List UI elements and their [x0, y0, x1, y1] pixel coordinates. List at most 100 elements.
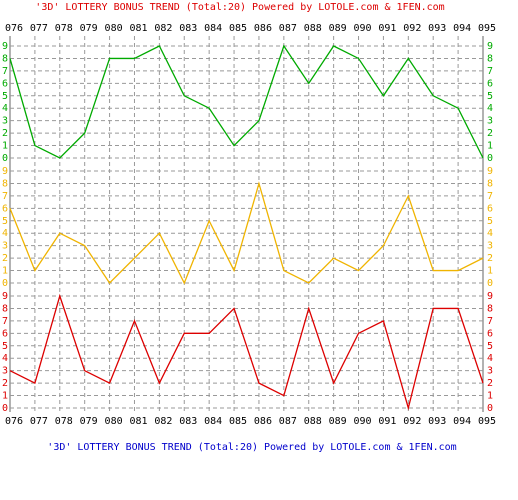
- x-tick-label: 082: [154, 23, 172, 34]
- y-tick-label: 9: [487, 41, 493, 52]
- x-tick-label: 080: [105, 416, 123, 427]
- y-tick-label: 8: [2, 178, 8, 189]
- y-tick-label: 0: [487, 403, 493, 414]
- y-tick-label: 4: [487, 228, 493, 239]
- y-tick-label: 1: [2, 141, 8, 152]
- y-tick-label: 4: [2, 228, 8, 239]
- chart-title: '3D' LOTTERY BONUS TREND (Total:20) Powe…: [35, 2, 444, 13]
- y-tick-label: 1: [2, 391, 8, 402]
- series-line: [9, 44, 484, 159]
- x-tick-label: 083: [179, 23, 197, 34]
- x-tick-label: 094: [453, 416, 471, 427]
- x-tick-label: 089: [329, 23, 347, 34]
- y-tick-label: 9: [2, 291, 8, 302]
- y-tick-label: 3: [487, 116, 493, 127]
- x-tick-label: 079: [80, 416, 98, 427]
- y-tick-label: 2: [2, 253, 8, 264]
- x-tick-label: 093: [428, 23, 446, 34]
- x-tick-label: 091: [378, 23, 396, 34]
- y-tick-label: 5: [2, 216, 8, 227]
- x-tick-label: 084: [204, 23, 222, 34]
- y-tick-label: 2: [2, 378, 8, 389]
- x-tick-label: 081: [129, 416, 147, 427]
- y-tick-label: 5: [2, 91, 8, 102]
- y-tick-label: 3: [2, 241, 8, 252]
- y-tick-label: 3: [487, 241, 493, 252]
- y-tick-label: 8: [2, 53, 8, 64]
- y-tick-label: 2: [487, 253, 493, 264]
- y-tick-label: 6: [487, 203, 493, 214]
- x-tick-label: 082: [154, 416, 172, 427]
- x-tick-label: 076: [5, 416, 23, 427]
- x-tick-label: 078: [55, 23, 73, 34]
- y-tick-label: 6: [2, 78, 8, 89]
- y-tick-label: 7: [2, 191, 8, 202]
- x-tick-label: 093: [428, 416, 446, 427]
- y-tick-label: 7: [487, 66, 493, 77]
- x-tick-label: 088: [304, 416, 322, 427]
- x-tick-label: 080: [105, 23, 123, 34]
- y-tick-label: 0: [2, 403, 8, 414]
- y-tick-label: 0: [487, 278, 493, 289]
- x-tick-label: 086: [254, 416, 272, 427]
- y-tick-label: 6: [2, 203, 8, 214]
- y-tick-label: 0: [2, 278, 8, 289]
- y-tick-label: 7: [487, 191, 493, 202]
- y-tick-label: 0: [2, 153, 8, 164]
- chart-footer-title: '3D' LOTTERY BONUS TREND (Total:20) Powe…: [47, 442, 456, 453]
- y-tick-label: 6: [487, 78, 493, 89]
- x-tick-label: 078: [55, 416, 73, 427]
- y-tick-label: 8: [487, 178, 493, 189]
- y-tick-label: 7: [2, 66, 8, 77]
- x-tick-label: 084: [204, 416, 222, 427]
- x-tick-label: 076: [5, 23, 23, 34]
- x-tick-label: 094: [453, 23, 471, 34]
- y-tick-label: 3: [2, 116, 8, 127]
- x-tick-label: 087: [279, 23, 297, 34]
- series-line: [9, 181, 484, 285]
- x-tick-label: 092: [403, 23, 421, 34]
- x-tick-label: 091: [378, 416, 396, 427]
- y-tick-label: 2: [487, 378, 493, 389]
- y-tick-label: 4: [2, 103, 8, 114]
- y-tick-label: 1: [487, 141, 493, 152]
- y-tick-label: 2: [487, 128, 493, 139]
- x-tick-label: 085: [229, 416, 247, 427]
- y-tick-label: 8: [2, 303, 8, 314]
- series-line: [9, 293, 484, 411]
- y-tick-label: 1: [2, 266, 8, 277]
- y-tick-label: 8: [487, 303, 493, 314]
- x-tick-label: 086: [254, 23, 272, 34]
- x-tick-label: 077: [30, 416, 48, 427]
- y-tick-label: 8: [487, 53, 493, 64]
- y-tick-label: 7: [2, 316, 8, 327]
- y-tick-label: 1: [487, 391, 493, 402]
- x-tick-label: 077: [30, 23, 48, 34]
- y-tick-label: 5: [487, 341, 493, 352]
- y-tick-label: 9: [2, 41, 8, 52]
- y-tick-label: 2: [2, 128, 8, 139]
- x-tick-label: 092: [403, 416, 421, 427]
- x-tick-label: 089: [329, 416, 347, 427]
- x-tick-label: 081: [129, 23, 147, 34]
- y-tick-label: 5: [487, 216, 493, 227]
- y-tick-label: 6: [487, 328, 493, 339]
- x-tick-label: 088: [304, 23, 322, 34]
- x-tick-label: 085: [229, 23, 247, 34]
- y-tick-label: 9: [487, 291, 493, 302]
- y-tick-label: 6: [2, 328, 8, 339]
- x-tick-label: 090: [353, 23, 371, 34]
- x-tick-label: 095: [478, 23, 496, 34]
- x-tick-label: 083: [179, 416, 197, 427]
- y-tick-label: 5: [2, 341, 8, 352]
- y-tick-label: 1: [487, 266, 493, 277]
- x-tick-label: 090: [353, 416, 371, 427]
- x-tick-label: 095: [478, 416, 496, 427]
- y-tick-label: 7: [487, 316, 493, 327]
- y-tick-label: 9: [487, 166, 493, 177]
- y-tick-label: 4: [487, 103, 493, 114]
- y-tick-label: 0: [487, 153, 493, 164]
- y-tick-label: 5: [487, 91, 493, 102]
- y-tick-label: 3: [487, 366, 493, 377]
